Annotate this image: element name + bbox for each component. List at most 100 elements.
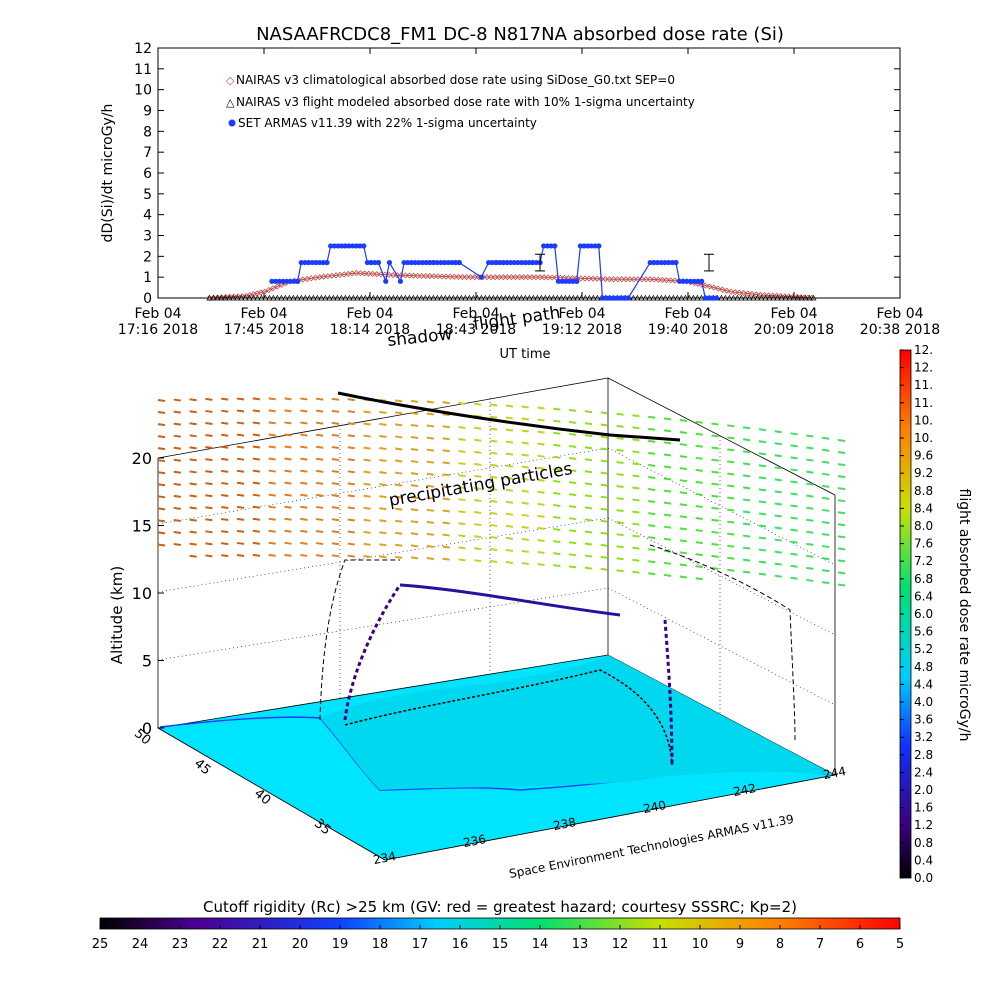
particle-mark: [252, 433, 261, 437]
flight-point: [374, 294, 381, 301]
flight-point: [438, 294, 445, 301]
top-y-tick-label: 0: [143, 291, 152, 307]
particle-mark: [395, 483, 403, 487]
flight-point: [642, 294, 649, 301]
latitude-tick-label: 45: [191, 756, 213, 778]
particle-mark: [410, 520, 419, 524]
armas-point: [688, 278, 694, 284]
flight-point: [522, 294, 529, 301]
particle-mark: [584, 422, 593, 426]
particle-mark: [189, 398, 197, 402]
particle-mark: [426, 556, 434, 560]
particle-mark: [727, 460, 735, 464]
particle-mark: [774, 526, 782, 530]
particle-mark: [822, 569, 830, 573]
armas-point: [408, 259, 415, 266]
particle-mark: [837, 511, 846, 515]
particle-mark: [379, 459, 387, 463]
particle-mark: [695, 577, 703, 581]
flight-point: [542, 294, 549, 301]
armas-point: [603, 295, 609, 301]
particle-mark: [347, 458, 355, 462]
particle-mark: [822, 533, 830, 537]
flight-point: [578, 294, 585, 301]
flight-point: [798, 294, 805, 301]
particle-mark: [616, 569, 624, 573]
particle-mark: [426, 508, 434, 512]
clim-point: [753, 291, 760, 298]
flight-point: [414, 294, 421, 301]
flight-point: [458, 294, 465, 301]
clim-point: [508, 274, 515, 281]
particle-mark: [727, 556, 735, 560]
flight-point: [290, 294, 297, 301]
particle-mark: [363, 434, 371, 438]
particle-mark: [315, 409, 324, 413]
right-colorbar-tick-label: 8.4: [914, 501, 933, 515]
flight-point: [466, 294, 473, 301]
particle-mark: [395, 447, 403, 451]
particle-mark: [395, 519, 403, 523]
particle-mark: [173, 410, 181, 414]
particle-mark: [600, 531, 608, 535]
flight-point: [418, 294, 425, 301]
flight-point: [670, 294, 677, 301]
flight-path-shadow: [344, 669, 673, 766]
flight-point: [530, 294, 537, 301]
particle-mark: [410, 556, 419, 560]
particle-mark: [458, 450, 466, 454]
longitude-tick-label: 234: [372, 849, 397, 867]
particle-mark: [553, 564, 561, 568]
bottom-colorbar-ticks: 25 24 23 22 21 20 19 18 17 16 15 14 13 12 11 10 9 8 7 6 5: [92, 925, 904, 952]
armas-point: [416, 259, 422, 266]
armas-point: [574, 278, 580, 284]
particle-mark: [822, 448, 830, 452]
particle-mark: [822, 460, 830, 464]
particle-mark: [442, 509, 450, 513]
particle-mark: [221, 530, 229, 534]
clim-point: [455, 273, 462, 281]
armas-point: [588, 243, 595, 249]
particle-mark: [695, 517, 703, 520]
particle-mark: [395, 555, 403, 559]
particle-mark: [758, 524, 767, 528]
clim-point: [723, 287, 730, 294]
particle-mark: [426, 532, 434, 536]
armas-point: [350, 243, 356, 249]
particle-mark: [426, 520, 434, 524]
particle-mark: [822, 520, 830, 524]
particle-mark: [569, 432, 577, 436]
flight-point: [574, 294, 581, 301]
clim-point: [710, 284, 717, 291]
armas-point: [680, 278, 686, 284]
particle-mark: [584, 566, 593, 570]
particle-mark: [727, 484, 735, 488]
right-colorbar-tick-label: 1.6: [914, 801, 933, 815]
flight-point: [586, 294, 593, 301]
particle-mark: [173, 518, 181, 522]
particle-mark: [632, 438, 640, 442]
particle-mark: [300, 421, 308, 425]
clim-point: [471, 274, 478, 281]
particle-mark: [474, 547, 482, 551]
particle-mark: [252, 505, 261, 509]
right-colorbar-tick-label: 7.6: [914, 537, 933, 551]
armas-point: [283, 278, 290, 284]
particle-mark: [711, 470, 719, 474]
particle-mark: [695, 480, 703, 484]
longitude-tick-label: 236: [462, 832, 487, 850]
particle-mark: [742, 474, 751, 478]
particle-mark: [758, 440, 767, 444]
clim-point: [630, 276, 637, 283]
particle-mark: [663, 465, 672, 469]
particle-mark: [300, 553, 308, 557]
flight-point: [270, 294, 277, 301]
particle-mark: [569, 481, 577, 485]
clim-point: [274, 283, 281, 290]
particle-mark: [458, 534, 466, 538]
particle-mark: [236, 445, 245, 449]
particle-mark: [616, 460, 624, 464]
particle-mark: [822, 557, 830, 561]
armas-point: [485, 259, 492, 266]
particle-mark: [252, 493, 261, 497]
